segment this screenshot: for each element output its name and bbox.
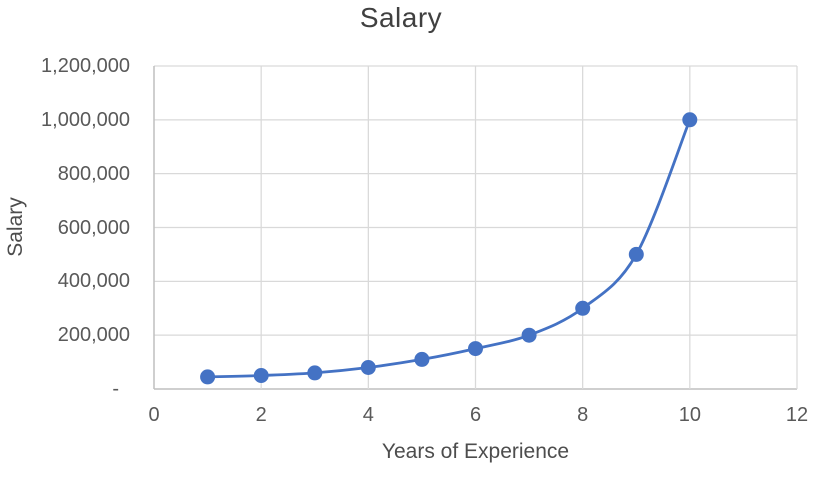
data-point-marker: [521, 327, 537, 343]
x-axis-title: Years of Experience: [381, 440, 570, 463]
data-point-marker: [360, 360, 376, 375]
data-point-marker: [575, 300, 591, 316]
data-point-marker: [253, 368, 269, 383]
data-point-marker: [307, 365, 323, 381]
data-point-marker: [414, 351, 430, 367]
data-point-marker: [682, 112, 698, 128]
salary-series-line: [206, 118, 692, 379]
x-tick-label: 4: [362, 404, 374, 426]
x-tick-label: 0: [148, 404, 160, 426]
y-tick-label: 1,000,000: [41, 108, 130, 131]
y-tick-label: 800,000: [57, 162, 130, 185]
data-point-marker: [468, 341, 483, 357]
x-tick-label: 8: [577, 404, 589, 426]
data-point-marker: [200, 369, 216, 385]
x-tick-label: 10: [678, 404, 701, 426]
data-point-marker: [628, 246, 644, 262]
x-tick-label: 2: [255, 404, 267, 426]
chart-title: Salary: [359, 2, 443, 33]
x-tick-label: 6: [469, 404, 482, 426]
y-tick-label: 1,200,000: [41, 55, 130, 77]
y-tick-label: -: [112, 378, 119, 400]
x-tick-label: 12: [785, 404, 809, 426]
y-tick-label: 600,000: [57, 216, 130, 239]
y-tick-label: 200,000: [57, 324, 130, 347]
y-tick-label: 400,000: [57, 270, 130, 293]
